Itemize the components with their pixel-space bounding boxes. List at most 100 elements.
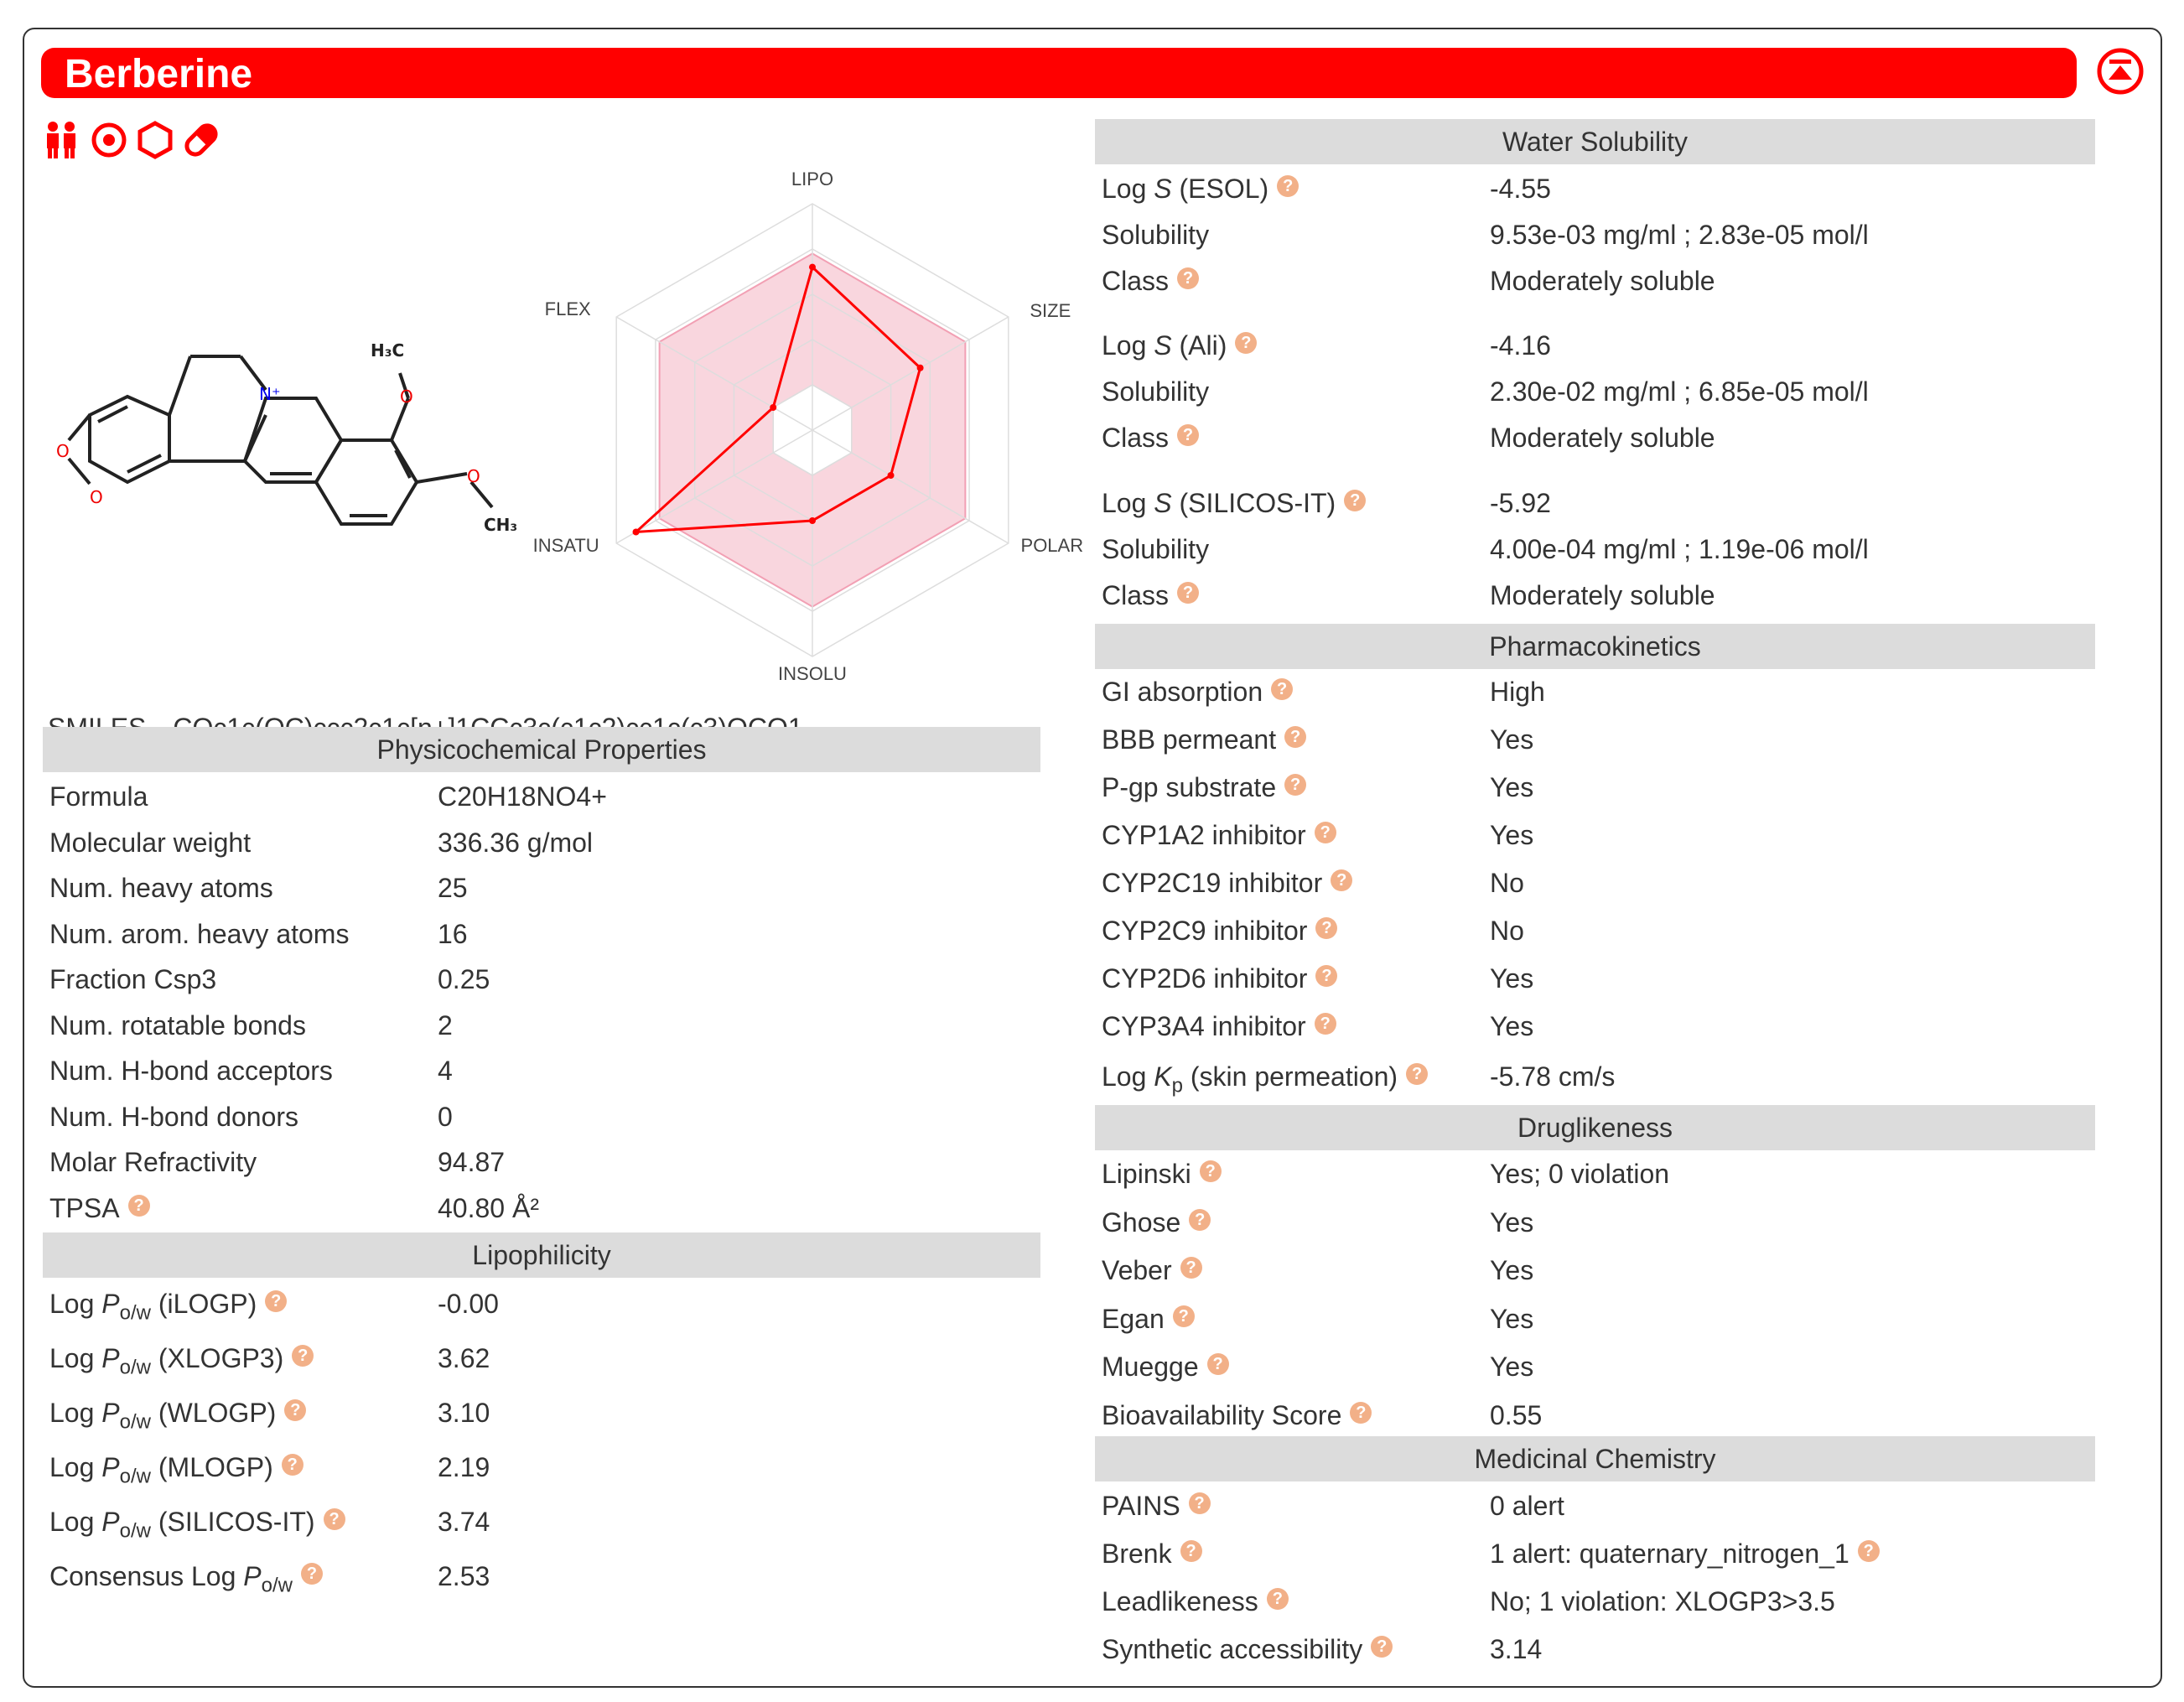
help-icon[interactable]: ? — [1277, 175, 1300, 197]
profile-point-4 — [632, 528, 640, 536]
help-icon[interactable]: ? — [1177, 424, 1200, 446]
help-icon[interactable]: ? — [1177, 267, 1200, 289]
oxygen-label: O — [400, 387, 413, 407]
row-value: 4.00e-04 mg/ml ; 1.19e-06 mol/l — [1490, 534, 1869, 564]
help-icon[interactable]: ? — [323, 1508, 345, 1530]
row-value: Moderately soluble — [1490, 423, 1715, 453]
row-value: 4 — [438, 1056, 453, 1086]
row-label: Num. H-bond acceptors — [49, 1056, 333, 1086]
row-value: Yes; 0 violation — [1490, 1159, 1670, 1189]
row-label: Class? — [1102, 260, 1200, 302]
row-label: Log Kp (skin permeation)? — [1102, 1056, 1429, 1107]
radar-label-insolu: INSOLU — [778, 663, 847, 683]
collapse-up-icon[interactable] — [2095, 46, 2145, 96]
row-label: CYP2C19 inhibitor? — [1102, 862, 1353, 904]
row-value: Yes — [1490, 1206, 1534, 1238]
row-label: Ghose? — [1102, 1201, 1211, 1243]
row-value: 0.55 — [1490, 1399, 1543, 1430]
row-value: 336.36 g/mol — [438, 827, 594, 858]
druglikeness-header: Druglikeness — [1095, 1105, 2095, 1150]
help-icon[interactable]: ? — [127, 1194, 150, 1217]
help-icon[interactable]: ? — [1189, 1208, 1211, 1231]
grid-spoke-5 — [615, 316, 813, 431]
help-icon[interactable]: ? — [1371, 1636, 1393, 1658]
row-label: Fraction Csp3 — [49, 964, 217, 994]
row-label: CYP2D6 inhibitor? — [1102, 957, 1338, 999]
help-icon[interactable]: ? — [265, 1290, 288, 1312]
row-value: Yes — [1490, 772, 1534, 802]
target-icon[interactable] — [89, 120, 129, 164]
row-label: Lipinski? — [1102, 1153, 1222, 1195]
row-label: PAINS? — [1102, 1485, 1211, 1527]
help-icon[interactable]: ? — [1344, 490, 1367, 511]
radar-label-size: SIZE — [1030, 300, 1071, 321]
row-label: CYP1A2 inhibitor? — [1102, 814, 1336, 856]
nitrogen-label: N⁺ — [259, 384, 281, 404]
row-label: CYP2C9 inhibitor? — [1102, 910, 1338, 952]
row-label: Egan? — [1102, 1298, 1195, 1340]
row-value: 9.53e-03 mg/ml ; 2.83e-05 mol/l — [1490, 220, 1869, 250]
physchem-header: Physicochemical Properties — [43, 727, 1040, 772]
help-icon[interactable]: ? — [1857, 1540, 1880, 1562]
row-label: Solubility — [1102, 534, 1210, 564]
row-label: BBB permeant? — [1102, 719, 1307, 760]
people-icon[interactable] — [43, 120, 80, 164]
row-label: Log S (SILICOS-IT)? — [1102, 482, 1367, 524]
radar-label-lipo: LIPO — [791, 169, 833, 189]
help-icon[interactable]: ? — [1172, 1305, 1195, 1327]
help-icon[interactable]: ? — [292, 1345, 314, 1367]
help-icon[interactable]: ? — [1266, 1588, 1289, 1610]
row-label: Bioavailability Score? — [1102, 1394, 1372, 1436]
help-icon[interactable]: ? — [1188, 1492, 1211, 1514]
row-value: High — [1490, 677, 1545, 707]
radar-label-insatu: INSATU — [533, 535, 599, 556]
help-icon[interactable]: ? — [1314, 822, 1336, 843]
help-icon[interactable]: ? — [1350, 1401, 1372, 1424]
row-label: Num. H-bond donors — [49, 1101, 299, 1132]
row-value: 2.19 — [438, 1452, 490, 1482]
help-icon[interactable]: ? — [1271, 678, 1294, 700]
row-label: Log Po/w (WLOGP)? — [49, 1392, 307, 1443]
help-icon[interactable]: ? — [281, 1454, 303, 1476]
help-icon[interactable]: ? — [1314, 1013, 1336, 1035]
row-label: Synthetic accessibility? — [1102, 1628, 1393, 1670]
help-icon[interactable]: ? — [1331, 869, 1353, 891]
help-icon[interactable]: ? — [1177, 582, 1200, 604]
grid-spoke-1 — [812, 316, 1009, 431]
row-value: 2.30e-02 mg/ml ; 6.85e-05 mol/l — [1490, 376, 1869, 407]
row-label: Consensus Log Po/w? — [49, 1555, 323, 1606]
water-solubility-header: Water Solubility — [1095, 119, 2095, 164]
medchem-header: Medicinal Chemistry — [1095, 1436, 2095, 1481]
row-value: No — [1490, 916, 1524, 946]
row-label: Formula — [49, 781, 148, 812]
help-icon[interactable]: ? — [1206, 1353, 1229, 1375]
row-value: 0 alert — [1490, 1491, 1564, 1521]
row-value: C20H18NO4+ — [438, 781, 607, 812]
row-value: -0.00 — [438, 1289, 499, 1319]
row-label: Veber? — [1102, 1249, 1202, 1291]
row-label: Log Po/w (iLOGP)? — [49, 1283, 288, 1334]
row-label: Muegge? — [1102, 1346, 1229, 1388]
help-icon[interactable]: ? — [1284, 774, 1307, 796]
row-value: No — [1490, 868, 1524, 898]
help-icon[interactable]: ? — [1406, 1063, 1429, 1085]
pill-icon[interactable] — [181, 120, 221, 164]
help-icon[interactable]: ? — [300, 1563, 323, 1585]
help-icon[interactable]: ? — [1199, 1160, 1222, 1182]
hexagon-icon[interactable] — [135, 120, 175, 164]
methyl-label: H₃C — [371, 340, 404, 361]
row-value: 3.10 — [438, 1398, 490, 1428]
help-icon[interactable]: ? — [284, 1399, 307, 1421]
row-value: 16 — [438, 918, 468, 949]
radar-label-polar: POLAR — [1021, 535, 1084, 556]
help-icon[interactable]: ? — [1235, 332, 1258, 354]
help-icon[interactable]: ? — [1315, 917, 1338, 939]
row-label: Molar Refractivity — [49, 1147, 257, 1177]
help-icon[interactable]: ? — [1315, 965, 1338, 987]
row-label: GI absorption? — [1102, 671, 1294, 713]
help-icon[interactable]: ? — [1180, 1540, 1202, 1562]
row-value: Yes — [1490, 1255, 1534, 1285]
help-icon[interactable]: ? — [1180, 1257, 1202, 1279]
help-icon[interactable]: ? — [1284, 726, 1307, 748]
methyl-label: CH₃ — [484, 515, 517, 535]
